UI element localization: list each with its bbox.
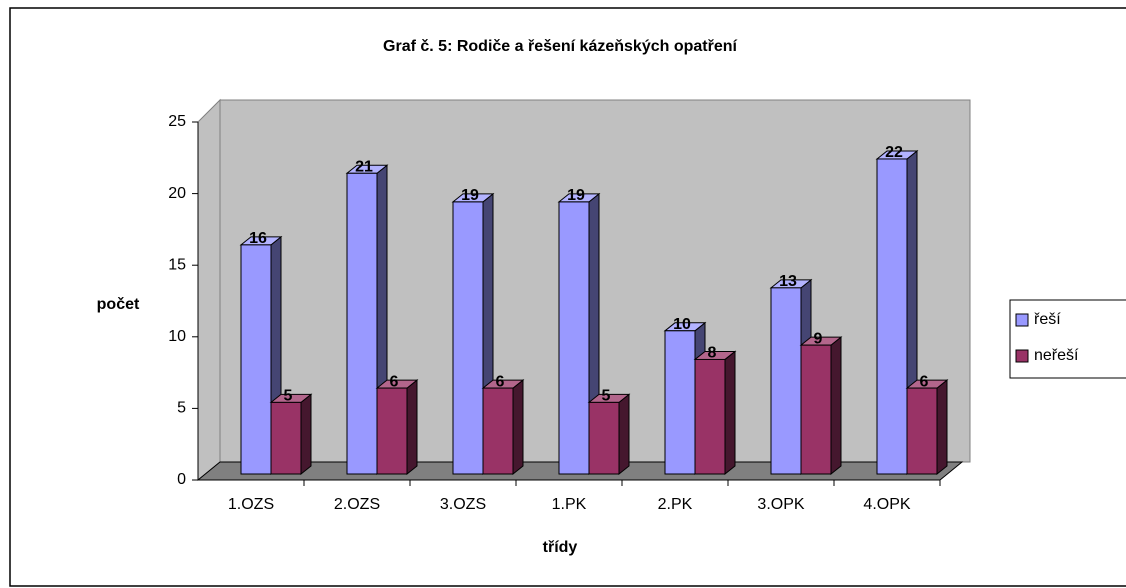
legend bbox=[1009, 299, 1126, 379]
bar-front bbox=[376, 387, 408, 475]
y-tick-label: 10 bbox=[168, 328, 186, 345]
bar-front bbox=[906, 387, 938, 475]
legend-label: neřeší bbox=[1034, 347, 1079, 364]
bar-front bbox=[452, 201, 484, 475]
bar bbox=[799, 336, 843, 476]
side-wall bbox=[197, 98, 221, 482]
x-axis-title: třídy bbox=[543, 539, 578, 556]
bar-side bbox=[618, 393, 630, 476]
bar-front bbox=[270, 401, 302, 475]
data-label: 5 bbox=[284, 388, 293, 405]
bar-side bbox=[406, 379, 418, 476]
bar-side bbox=[724, 350, 736, 476]
y-tick-label: 25 bbox=[168, 113, 186, 130]
bar-front bbox=[240, 244, 272, 475]
x-tick-label: 3.OPK bbox=[757, 496, 804, 513]
x-tick-label: 2.OZS bbox=[334, 496, 380, 513]
bar bbox=[905, 379, 949, 476]
data-label: 16 bbox=[249, 230, 267, 247]
bar bbox=[693, 350, 737, 476]
bar bbox=[375, 379, 419, 476]
y-tick-label: 5 bbox=[177, 400, 186, 417]
bar bbox=[587, 393, 631, 476]
y-axis-title: počet bbox=[97, 296, 140, 313]
data-label: 6 bbox=[920, 373, 929, 390]
data-label: 6 bbox=[390, 373, 399, 390]
bar-front bbox=[482, 387, 514, 475]
legend-swatch bbox=[1015, 313, 1029, 327]
data-label: 6 bbox=[496, 373, 505, 390]
y-tick-label: 20 bbox=[168, 185, 186, 202]
data-label: 5 bbox=[602, 388, 611, 405]
x-tick-label: 1.PK bbox=[552, 496, 587, 513]
x-tick-label: 4.OPK bbox=[863, 496, 910, 513]
data-label: 10 bbox=[673, 316, 691, 333]
data-label: 21 bbox=[355, 158, 373, 175]
y-tick-label: 15 bbox=[168, 256, 186, 273]
data-label: 19 bbox=[567, 187, 585, 204]
bar-front bbox=[694, 358, 726, 475]
x-tick-label: 3.OZS bbox=[440, 496, 486, 513]
bar-front bbox=[876, 158, 908, 475]
bar-front bbox=[800, 344, 832, 475]
bar-side bbox=[936, 379, 948, 476]
data-label: 9 bbox=[814, 330, 823, 347]
bar bbox=[481, 379, 525, 476]
data-label: 8 bbox=[708, 345, 717, 362]
data-label: 13 bbox=[779, 273, 797, 290]
bar bbox=[269, 393, 313, 476]
bar-front bbox=[664, 330, 696, 475]
legend-swatch bbox=[1015, 349, 1029, 363]
bar-front bbox=[346, 172, 378, 475]
bar bbox=[239, 235, 283, 476]
x-tick-label: 1.OZS bbox=[228, 496, 274, 513]
data-label: 22 bbox=[885, 144, 903, 161]
bar-side bbox=[300, 393, 312, 476]
x-tick-label: 2.PK bbox=[658, 496, 693, 513]
legend-label: řeší bbox=[1034, 311, 1061, 328]
bar bbox=[875, 149, 919, 476]
chart-title: Graf č. 5: Rodiče a řešení kázeňských op… bbox=[383, 38, 737, 55]
bar-front bbox=[770, 287, 802, 475]
bar-side bbox=[830, 336, 842, 476]
bar-side bbox=[512, 379, 524, 476]
data-label: 19 bbox=[461, 187, 479, 204]
y-tick-label: 0 bbox=[177, 471, 186, 488]
bar-front bbox=[588, 401, 620, 475]
bar bbox=[345, 164, 389, 476]
bar-front bbox=[558, 201, 590, 475]
